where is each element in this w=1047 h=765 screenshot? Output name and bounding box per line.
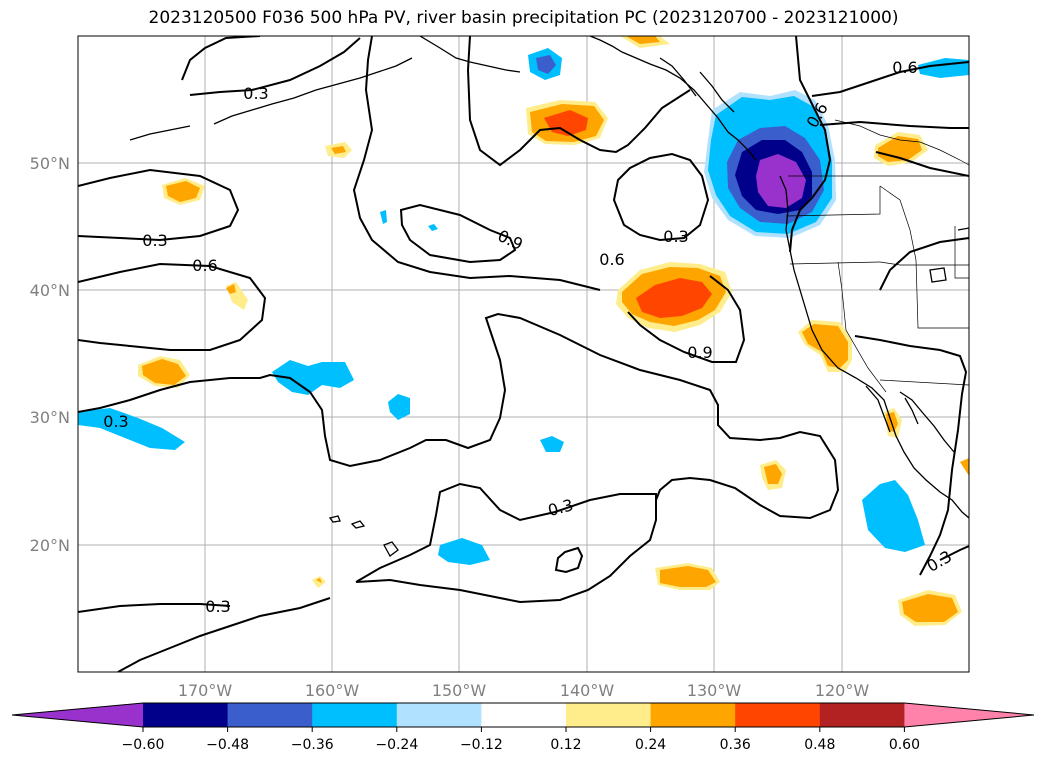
- lon-label: 140°W: [560, 681, 615, 700]
- colorbar-segment: [227, 703, 313, 727]
- contour-label: 0.6: [192, 256, 217, 275]
- lon-label: 130°W: [687, 681, 742, 700]
- lon-label: 120°W: [815, 681, 870, 700]
- map-title: 2023120500 F036 500 hPa PV, river basin …: [148, 8, 899, 28]
- precip-anomalies: [78, 36, 969, 626]
- colorbar-segment: [396, 703, 482, 727]
- contour-label: 0.3: [142, 231, 167, 250]
- colorbar-tick-label: 0.24: [635, 737, 666, 753]
- contour-label: 0.3: [663, 227, 688, 246]
- coastlines: [129, 36, 969, 557]
- lon-label: 150°W: [432, 681, 487, 700]
- lat-label: 20°N: [30, 536, 70, 555]
- colorbar-segment: [481, 703, 567, 727]
- colorbar-segment: [819, 703, 905, 727]
- colorbar-tick-label: −0.12: [460, 737, 503, 753]
- political-borders: [785, 119, 969, 393]
- colorbar-segment: [566, 703, 652, 727]
- colorbar-tick-label: −0.36: [291, 737, 334, 753]
- lon-label: 170°W: [178, 681, 233, 700]
- colorbar-tick-label: −0.24: [375, 737, 418, 753]
- contour-label: 0.3: [243, 84, 268, 103]
- longitude-labels: 170°W 160°W 150°W 140°W 130°W 120°W: [178, 681, 870, 700]
- colorbar-tick-label: 0.12: [550, 737, 581, 753]
- contour-label: 0.3: [205, 597, 230, 616]
- colorbar-tick-label: −0.48: [206, 737, 249, 753]
- lat-label: 40°N: [30, 281, 70, 300]
- colorbar-tick-label: 0.36: [720, 737, 751, 753]
- lat-label: 50°N: [30, 154, 70, 173]
- pv-contours: [78, 36, 969, 672]
- contour-label: 0.6: [892, 58, 917, 77]
- contour-label: 0.9: [687, 343, 712, 362]
- colorbar-tick-label: 0.60: [889, 737, 920, 753]
- colorbar: −0.60 −0.48 −0.36 −0.24 −0.12 0.12 0.24 0.36 0.4…: [11, 702, 1035, 753]
- colorbar-segment: [650, 703, 736, 727]
- latitude-labels: 50°N 40°N 30°N 20°N: [30, 154, 70, 555]
- colorbar-segment: [143, 703, 229, 727]
- colorbar-extend-min: [12, 703, 143, 727]
- map-border: [77, 35, 970, 673]
- contour-label: 0.3: [103, 412, 128, 431]
- colorbar-segment: [735, 703, 821, 727]
- colorbar-tick-label: −0.60: [122, 737, 165, 753]
- lon-label: 160°W: [305, 681, 360, 700]
- colorbar-extend-max: [904, 703, 1034, 727]
- colorbar-segment: [312, 703, 398, 727]
- contour-label: 0.6: [599, 250, 624, 269]
- colorbar-tick-label: 0.48: [804, 737, 835, 753]
- lat-label: 30°N: [30, 408, 70, 427]
